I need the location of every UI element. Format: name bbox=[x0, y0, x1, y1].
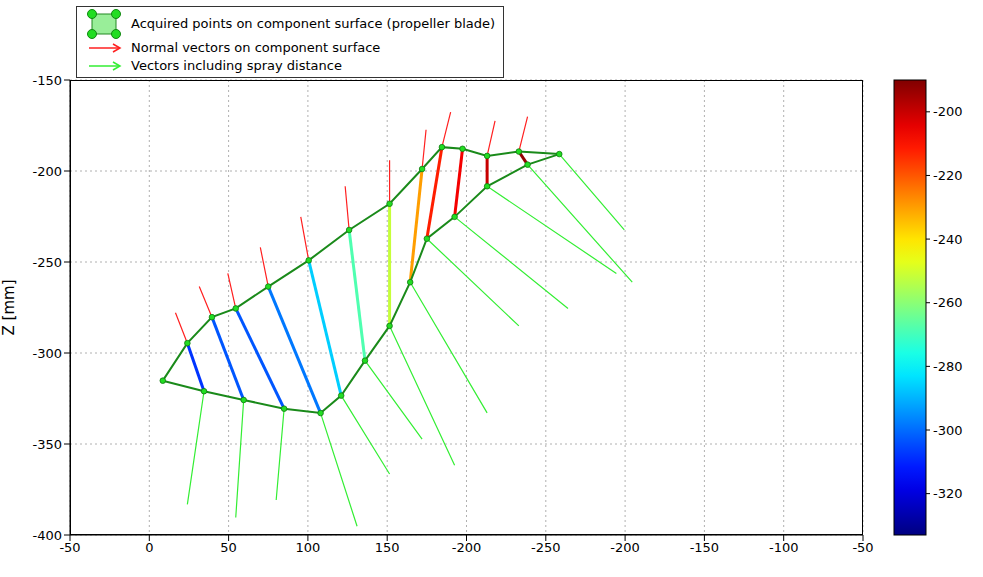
html-text:Acquired points on component s: Acquired points on component surface (pr… bbox=[131, 16, 495, 31]
svg-text:-250: -250 bbox=[531, 540, 561, 555]
svg-text:-300: -300 bbox=[32, 346, 62, 361]
svg-text:-400: -400 bbox=[32, 528, 62, 543]
svg-text:-250: -250 bbox=[32, 255, 62, 270]
svg-text:-300: -300 bbox=[933, 423, 963, 438]
svg-text:-350: -350 bbox=[32, 437, 62, 452]
svg-text:Z [mm]: Z [mm] bbox=[0, 280, 18, 336]
svg-text:-260: -260 bbox=[933, 295, 963, 310]
html-text:Normal vectors on component su: Normal vectors on component surface bbox=[131, 40, 381, 55]
svg-text:-200: -200 bbox=[933, 104, 963, 119]
svg-text:100: 100 bbox=[295, 540, 320, 555]
svg-text:-320: -320 bbox=[933, 486, 963, 501]
svg-text:-200: -200 bbox=[610, 540, 640, 555]
svg-text:-50: -50 bbox=[852, 540, 873, 555]
svg-text:-100: -100 bbox=[769, 540, 799, 555]
svg-text:-50: -50 bbox=[59, 540, 80, 555]
svg-text:150: 150 bbox=[375, 540, 400, 555]
svg-text:-220: -220 bbox=[933, 168, 963, 183]
svg-text:50: 50 bbox=[220, 540, 237, 555]
svg-text:-280: -280 bbox=[933, 359, 963, 374]
html-text:Vectors including spray distan: Vectors including spray distance bbox=[131, 58, 342, 73]
svg-text:-200: -200 bbox=[452, 540, 482, 555]
svg-text:-150: -150 bbox=[32, 73, 62, 88]
svg-text:0: 0 bbox=[145, 540, 153, 555]
svg-text:-240: -240 bbox=[933, 232, 963, 247]
svg-text:-200: -200 bbox=[32, 164, 62, 179]
svg-text:-150: -150 bbox=[690, 540, 720, 555]
